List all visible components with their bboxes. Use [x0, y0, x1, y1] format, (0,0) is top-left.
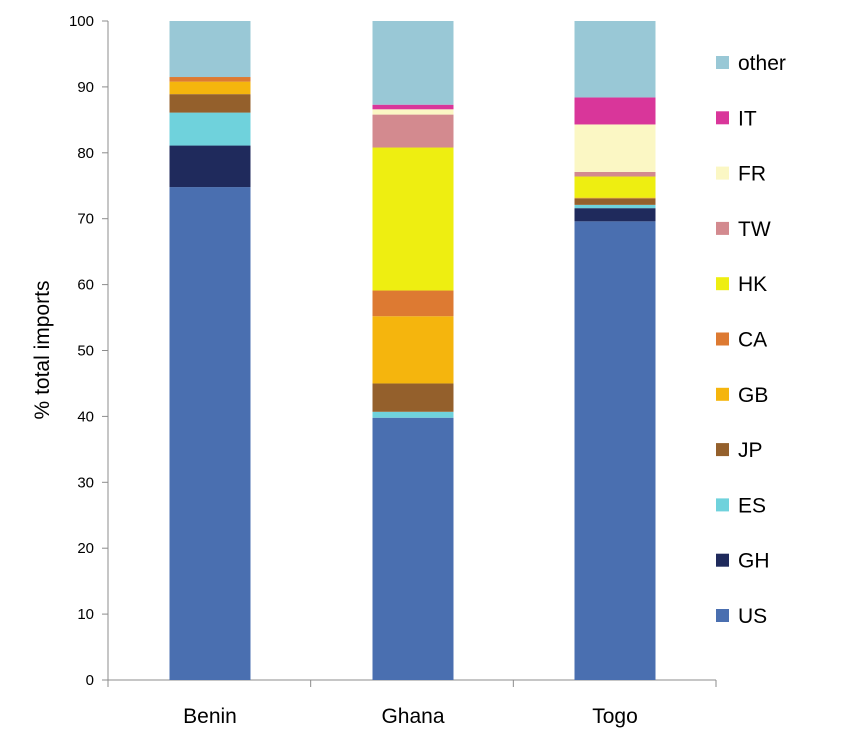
legend-label: US: [738, 605, 767, 628]
y-tick-label: 100: [69, 13, 94, 30]
bar-segment: [169, 77, 251, 82]
bar-segment: [574, 171, 656, 177]
legend-swatch: [716, 609, 729, 622]
x-category-label: Benin: [183, 705, 237, 728]
bar-segment: [372, 316, 454, 384]
legend-swatch: [716, 56, 729, 69]
bar-segment: [169, 81, 251, 95]
bar-segment: [169, 145, 251, 188]
bar-segment: [574, 197, 656, 199]
y-tick-label: 10: [77, 606, 94, 623]
y-tick-label: 40: [77, 408, 94, 425]
legend-label: JP: [738, 439, 763, 462]
bar-segment: [574, 204, 656, 209]
y-tick-label: 50: [77, 343, 94, 360]
legend-label: GH: [738, 550, 770, 573]
y-axis: 0 10 20 30 40 50 60 70 80 90 100: [69, 13, 109, 689]
bar-segment: [574, 208, 656, 222]
bar-segment: [372, 383, 454, 412]
legend-swatch: [716, 443, 729, 457]
bar-segment: [169, 187, 251, 680]
legend-swatch: [716, 111, 729, 125]
bar-segment: [169, 112, 251, 146]
legend-swatch: [716, 166, 729, 180]
legend-label: GB: [738, 384, 768, 407]
y-tick-label: 70: [77, 211, 94, 228]
y-tick-label: 80: [77, 145, 94, 162]
legend-label: ES: [738, 494, 766, 517]
x-category-label: Togo: [592, 705, 638, 728]
bar-segment: [169, 94, 251, 113]
bar-segment: [372, 104, 454, 110]
legend-label: other: [738, 52, 786, 75]
legend-label: CA: [738, 329, 767, 352]
legend-swatch: [716, 221, 729, 235]
legend-swatch: [716, 277, 729, 291]
bar-segment: [574, 198, 656, 205]
bar-segment: [574, 221, 656, 680]
y-tick-label: 60: [77, 277, 94, 294]
x-axis: Benin Ghana Togo: [107, 679, 717, 728]
legend-label: TW: [738, 218, 771, 241]
bar-segment: [574, 21, 656, 98]
bar-segment: [574, 97, 656, 125]
bar-segment: [574, 124, 656, 172]
bar-segment: [372, 417, 454, 680]
x-category-label: Ghana: [381, 705, 444, 728]
y-tick-label: 20: [77, 540, 94, 557]
bar-segment: [372, 114, 454, 148]
bar-segment: [372, 411, 454, 418]
legend-label: FR: [738, 163, 766, 186]
bar-segment: [169, 21, 251, 78]
legend-label: HK: [738, 273, 767, 296]
bar-segment: [574, 176, 656, 198]
bars: [169, 21, 656, 680]
legend-swatch: [716, 387, 729, 401]
y-tick-label: 30: [77, 474, 94, 491]
y-tick-label: 0: [86, 672, 94, 689]
y-axis-title: % total imports: [31, 281, 54, 420]
legend-swatch: [716, 332, 729, 346]
legend-label: IT: [738, 107, 757, 130]
legend: other IT FR TW HK CA GB JP ES GH US: [716, 52, 786, 628]
bar-segment: [372, 109, 454, 115]
bar-segment: [372, 290, 454, 317]
legend-swatch: [716, 498, 729, 512]
bar-segment: [372, 147, 454, 291]
bar-segment: [372, 21, 454, 105]
y-tick-label: 90: [77, 79, 94, 96]
legend-swatch: [716, 553, 729, 567]
